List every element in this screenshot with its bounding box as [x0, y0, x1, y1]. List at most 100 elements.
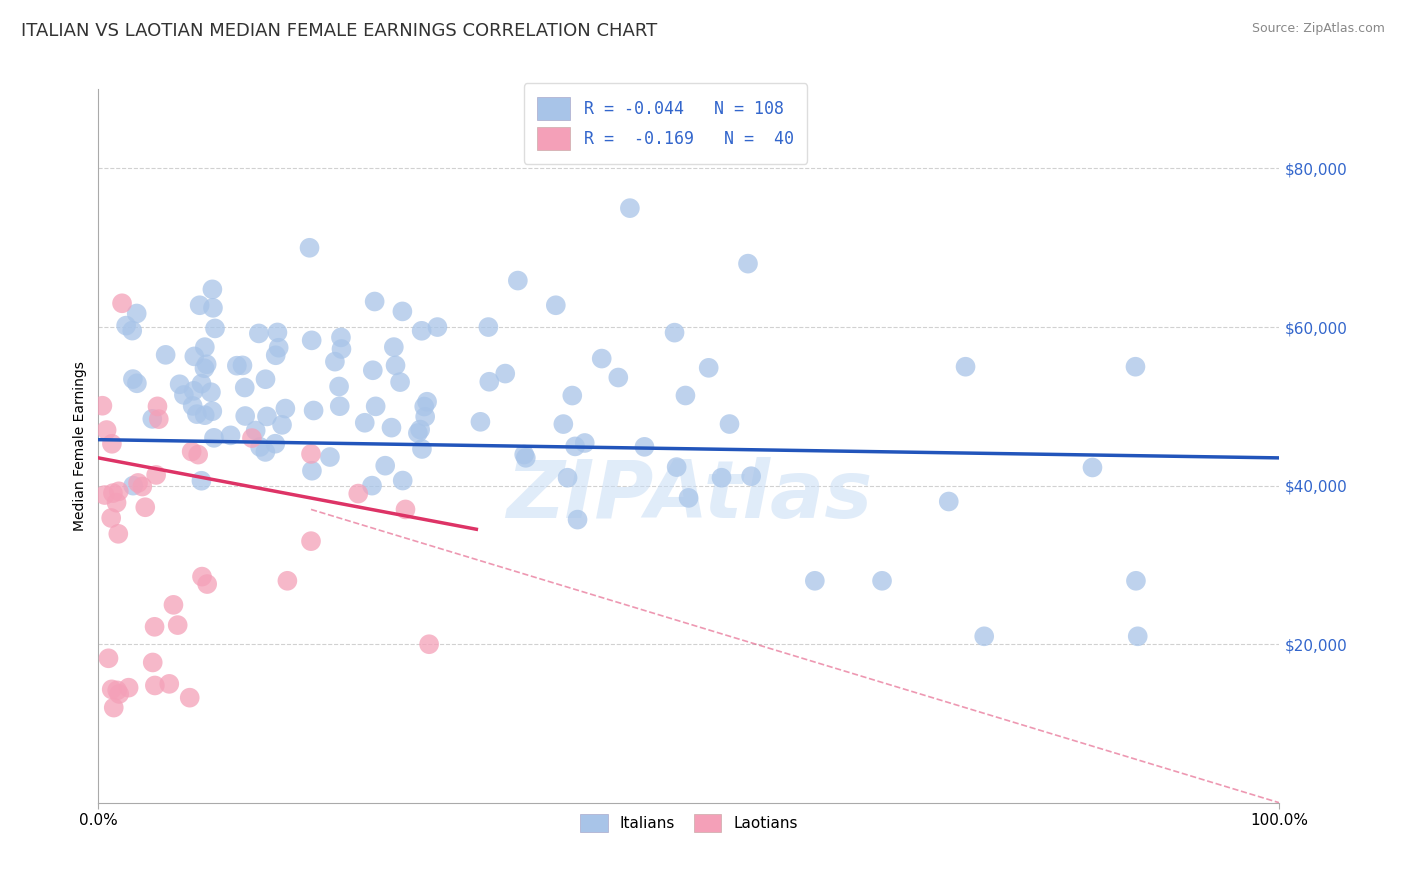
Point: [361, 363, 384, 377]
Point: [101, 486, 124, 500]
Point: [319, 450, 342, 464]
Point: [299, 447, 322, 461]
Point: [374, 458, 396, 473]
Point: [143, 678, 166, 692]
Point: [513, 448, 536, 462]
Point: [93, 488, 115, 502]
Point: [180, 444, 202, 458]
Point: [100, 682, 122, 697]
Point: [162, 598, 184, 612]
Point: [870, 574, 893, 588]
Point: [187, 448, 209, 462]
Point: [219, 428, 242, 442]
Point: [194, 408, 217, 422]
Point: [301, 334, 323, 348]
Point: [179, 690, 201, 705]
Point: [478, 375, 501, 389]
Point: [249, 440, 271, 454]
Point: [740, 469, 762, 483]
Point: [111, 296, 134, 310]
Point: [409, 423, 432, 437]
Point: [195, 357, 218, 371]
Point: [494, 367, 516, 381]
Point: [973, 629, 995, 643]
Point: [195, 577, 218, 591]
Point: [183, 350, 205, 364]
Point: [190, 474, 212, 488]
Point: [330, 342, 353, 356]
Point: [267, 341, 290, 355]
Point: [143, 620, 166, 634]
Point: [204, 321, 226, 335]
Point: [426, 320, 449, 334]
Point: [347, 486, 370, 500]
Point: [201, 301, 224, 315]
Point: [544, 298, 567, 312]
Point: [477, 320, 499, 334]
Point: [665, 460, 688, 475]
Point: [391, 304, 413, 318]
Point: [233, 409, 256, 423]
Point: [166, 618, 188, 632]
Point: [955, 359, 977, 374]
Point: [301, 464, 323, 478]
Point: [506, 274, 529, 288]
Point: [394, 502, 416, 516]
Point: [173, 388, 195, 402]
Point: [146, 400, 169, 414]
Text: ZIPAtlas: ZIPAtlas: [506, 457, 872, 535]
Point: [134, 500, 156, 515]
Point: [97, 651, 120, 665]
Point: [191, 569, 214, 583]
Point: [264, 436, 287, 450]
Point: [384, 359, 406, 373]
Point: [157, 677, 180, 691]
Point: [553, 417, 575, 431]
Point: [201, 282, 224, 296]
Point: [515, 450, 537, 465]
Point: [264, 348, 287, 362]
Point: [115, 318, 138, 333]
Point: [391, 474, 413, 488]
Point: [131, 479, 153, 493]
Point: [299, 534, 322, 549]
Point: [276, 574, 298, 588]
Point: [633, 440, 655, 454]
Point: [225, 359, 247, 373]
Point: [271, 417, 294, 432]
Point: [619, 201, 641, 215]
Point: [274, 401, 297, 416]
Point: [411, 442, 433, 456]
Point: [328, 379, 350, 393]
Point: [413, 400, 436, 414]
Point: [105, 496, 128, 510]
Point: [266, 326, 288, 340]
Point: [675, 388, 697, 402]
Point: [697, 360, 720, 375]
Point: [323, 354, 346, 368]
Point: [183, 384, 205, 398]
Text: Source: ZipAtlas.com: Source: ZipAtlas.com: [1251, 22, 1385, 36]
Point: [91, 399, 114, 413]
Point: [567, 513, 589, 527]
Point: [353, 416, 375, 430]
Point: [127, 475, 149, 490]
Point: [361, 478, 384, 492]
Point: [121, 324, 143, 338]
Point: [96, 423, 118, 437]
Point: [710, 471, 733, 485]
Point: [181, 399, 204, 413]
Point: [564, 439, 586, 453]
Point: [122, 372, 145, 386]
Point: [718, 417, 741, 431]
Point: [201, 404, 224, 418]
Point: [1081, 460, 1104, 475]
Point: [329, 399, 352, 413]
Point: [103, 700, 125, 714]
Point: [188, 298, 211, 312]
Point: [330, 330, 353, 344]
Point: [202, 431, 225, 445]
Point: [591, 351, 613, 366]
Text: ITALIAN VS LAOTIAN MEDIAN FEMALE EARNINGS CORRELATION CHART: ITALIAN VS LAOTIAN MEDIAN FEMALE EARNING…: [21, 22, 658, 40]
Point: [1125, 359, 1147, 374]
